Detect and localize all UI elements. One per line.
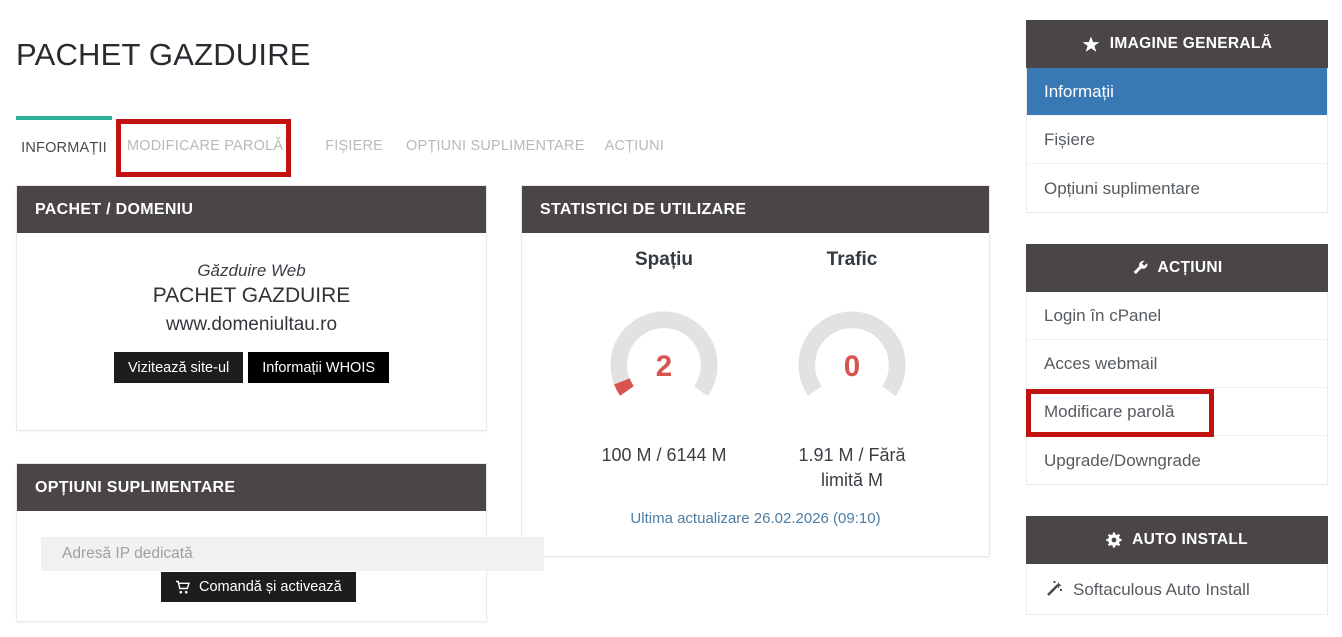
traffic-gauge: 0 bbox=[798, 311, 906, 419]
wrench-icon bbox=[1132, 260, 1148, 276]
sidebar-item-informatii[interactable]: Informații bbox=[1027, 68, 1327, 116]
last-update-text: Ultima actualizare 26.02.2026 (09:10) bbox=[630, 510, 881, 527]
whois-button[interactable]: Informații WHOIS bbox=[248, 352, 390, 383]
sidebar-section-overview: IMAGINE GENERALĂ Informații Fișiere Opți… bbox=[1026, 20, 1328, 213]
package-panel-header: PACHET / DOMENIU bbox=[17, 186, 486, 233]
sidebar-item-upgrade-downgrade[interactable]: Upgrade/Downgrade bbox=[1044, 450, 1201, 470]
options-panel-header: OPȚIUNI SUPLIMENTARE bbox=[17, 464, 486, 511]
order-activate-button[interactable]: Comandă și activează bbox=[161, 572, 356, 602]
stats-panel-header: STATISTICI DE UTILIZARE bbox=[522, 186, 989, 233]
cart-icon bbox=[175, 580, 191, 595]
traffic-usage-text: 1.91 M / Fără limită M bbox=[798, 445, 906, 490]
sidebar-item-acces-webmail[interactable]: Acces webmail bbox=[1027, 340, 1327, 388]
tab-modificare-parola[interactable]: MODIFICARE PAROLĂ bbox=[127, 138, 284, 154]
plan-name: PACHET GAZDUIRE bbox=[152, 284, 351, 307]
usage-statistics-panel: STATISTICI DE UTILIZARE Spațiu 2 100 M /… bbox=[521, 185, 990, 557]
tab-informatii[interactable]: INFORMAȚII bbox=[16, 116, 112, 176]
sidebar-item-modificare-parola[interactable]: Modificare parolă bbox=[1027, 388, 1327, 436]
magic-wand-icon bbox=[1044, 580, 1063, 598]
sidebar-section-autoinstall: AUTO INSTALL Softaculous Auto Install bbox=[1026, 516, 1328, 615]
traffic-gauge-value: 0 bbox=[844, 350, 860, 383]
space-stat-column: Spațiu 2 100 M / 6144 M bbox=[564, 248, 764, 468]
visit-site-button[interactable]: Vizitează site-ul bbox=[113, 352, 244, 383]
order-activate-label: Comandă și activează bbox=[199, 579, 342, 595]
gear-icon bbox=[1106, 532, 1122, 548]
package-domain-panel: PACHET / DOMENIU Găzduire Web PACHET GAZ… bbox=[16, 185, 487, 431]
sidebar-section-actions: ACȚIUNI Login în cPanel Acces webmail Mo… bbox=[1026, 244, 1328, 485]
sidebar-item-fisiere[interactable]: Fișiere bbox=[1027, 116, 1327, 164]
dedicated-ip-option-row: Adresă IP dedicată bbox=[41, 537, 544, 571]
extra-options-panel: OPȚIUNI SUPLIMENTARE Adresă IP dedicată … bbox=[16, 463, 544, 622]
tabstrip: INFORMAȚII MODIFICARE PAROLĂ FIȘIERE OPȚ… bbox=[16, 116, 664, 176]
sidebar-item-login-cpanel[interactable]: Login în cPanel bbox=[1027, 292, 1327, 340]
tab-actiuni[interactable]: ACȚIUNI bbox=[604, 138, 664, 154]
plan-domain: www.domeniultau.ro bbox=[165, 314, 338, 335]
overview-section-header: IMAGINE GENERALĂ bbox=[1026, 20, 1328, 68]
actions-section-header: ACȚIUNI bbox=[1026, 244, 1328, 292]
page-title: PACHET GAZDUIRE bbox=[16, 37, 311, 72]
space-usage-text: 100 M / 6144 M bbox=[601, 445, 727, 465]
traffic-label: Trafic bbox=[826, 249, 878, 270]
space-gauge: 2 bbox=[610, 311, 718, 419]
sidebar-item-optiuni-suplimentare[interactable]: Opțiuni suplimentare bbox=[1044, 178, 1200, 198]
autoinstall-section-header: AUTO INSTALL bbox=[1026, 516, 1328, 564]
plan-type: Găzduire Web bbox=[197, 261, 306, 280]
sidebar-item-softaculous[interactable]: Softaculous Auto Install bbox=[1027, 564, 1327, 614]
star-icon bbox=[1082, 36, 1100, 53]
tab-fisiere[interactable]: FIȘIERE bbox=[325, 138, 384, 154]
traffic-stat-column: Trafic 0 1.91 M / Fără limită M bbox=[752, 248, 952, 493]
space-gauge-value: 2 bbox=[656, 350, 672, 383]
space-label: Spațiu bbox=[634, 249, 694, 270]
tab-optiuni-suplimentare[interactable]: OPȚIUNI SUPLIMENTARE bbox=[406, 138, 585, 154]
